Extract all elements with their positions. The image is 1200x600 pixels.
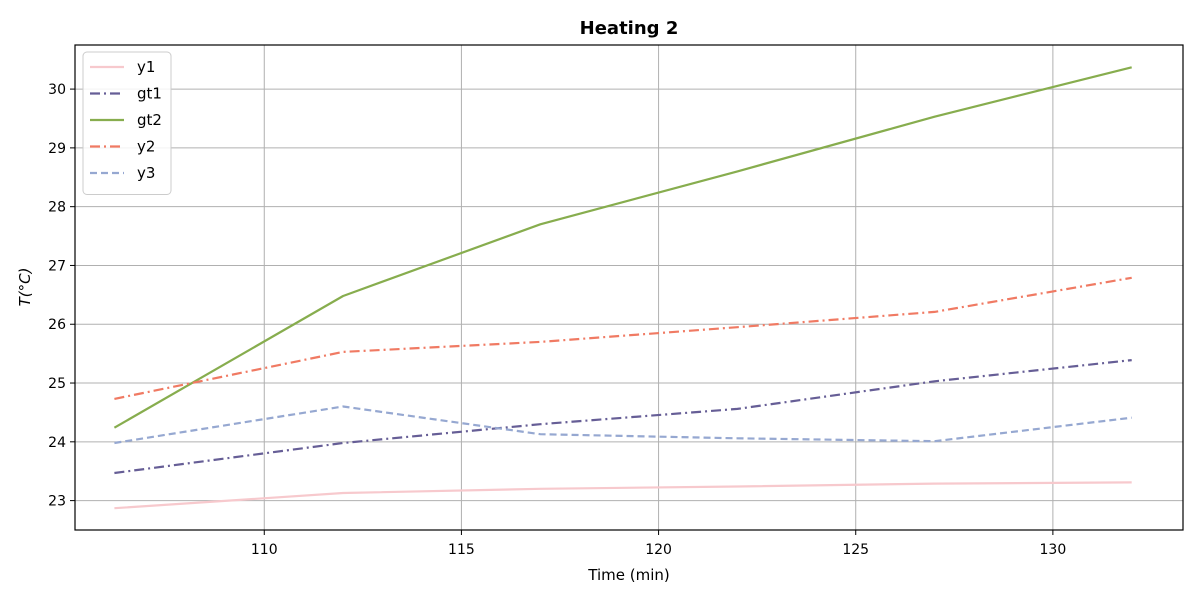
x-tick-label: 115 bbox=[448, 542, 475, 558]
x-axis-label: Time (min) bbox=[587, 566, 669, 584]
y-tick-label: 29 bbox=[48, 141, 66, 157]
y-axis-ticks: 23 24 25 26 27 28 29 30 bbox=[48, 82, 75, 510]
grid bbox=[75, 45, 1183, 530]
y-tick-label: 28 bbox=[48, 200, 66, 216]
series-line-y3 bbox=[114, 405, 1132, 445]
y-tick-label: 27 bbox=[48, 258, 66, 274]
plot-frame bbox=[74, 44, 1184, 531]
y-tick-label: 30 bbox=[48, 82, 66, 98]
chart-title: Heating 2 bbox=[580, 18, 679, 39]
series-line-gt2 bbox=[113, 66, 1132, 429]
legend-label-gt2: gt2 bbox=[137, 111, 162, 129]
series-line-gt1 bbox=[114, 359, 1132, 475]
series-lines bbox=[113, 66, 1132, 510]
series-line-y2 bbox=[114, 276, 1132, 400]
legend: y1 gt1 gt2 y2 y3 bbox=[82, 51, 172, 195]
x-tick-label: 120 bbox=[645, 542, 672, 558]
legend-box bbox=[82, 51, 172, 195]
legend-label-y1: y1 bbox=[137, 58, 155, 76]
y-tick-label: 23 bbox=[48, 494, 66, 510]
legend-label-gt1: gt1 bbox=[137, 85, 162, 103]
legend-label-y2: y2 bbox=[137, 138, 155, 156]
y-axis-label: T(°C) bbox=[16, 268, 34, 307]
series-line-y1 bbox=[114, 481, 1132, 510]
y-tick-label: 24 bbox=[48, 435, 66, 451]
x-tick-label: 110 bbox=[251, 542, 278, 558]
x-axis-ticks: 110 115 120 125 130 bbox=[251, 530, 1066, 558]
y-tick-label: 25 bbox=[48, 376, 66, 392]
y-tick-label: 26 bbox=[48, 317, 66, 333]
x-tick-label: 130 bbox=[1040, 542, 1067, 558]
legend-label-y3: y3 bbox=[137, 164, 155, 182]
x-tick-label: 125 bbox=[842, 542, 869, 558]
